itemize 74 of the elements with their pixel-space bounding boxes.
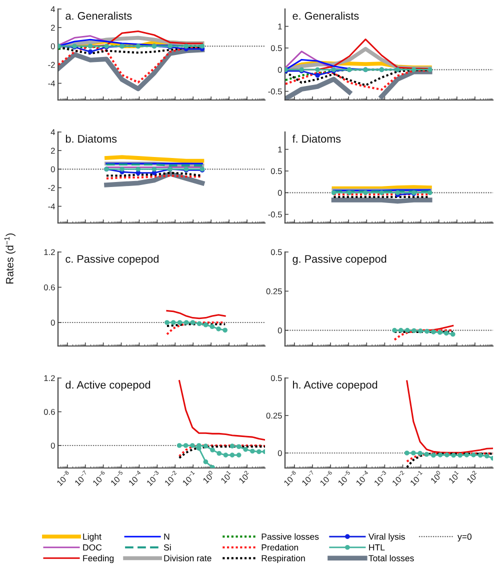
y-axis-title: Rates (d$^{−1}$) (4, 233, 16, 284)
x-tick-label: 10$^{−3}$ (372, 470, 389, 486)
chart-title: a. Generalists (66, 12, 132, 20)
y-tick-label: 0.5 (270, 375, 282, 382)
legend-label: Passive losses (262, 533, 319, 540)
x-tick-label: 10$^{0}$ (429, 470, 443, 484)
x-tick-label: 10$^{−5}$ (109, 470, 126, 486)
x-tick-label: 10$^{−8}$ (282, 470, 298, 486)
y-tick-label: -0.5 (268, 212, 282, 218)
legend-label: y=0 (458, 534, 472, 542)
x-tick-label: 10$^{1}$ (220, 470, 233, 484)
y-tick-label: 1.2 (44, 249, 55, 256)
y-tick-label: -2 (48, 184, 55, 191)
y-tick-label: 0 (50, 320, 55, 326)
y-tick-label: 2 (51, 148, 55, 154)
legend-label: N (164, 534, 170, 540)
chart-title: h. Active copepod (293, 380, 378, 391)
x-tick-label: 10$^{2}$ (238, 470, 251, 484)
x-tick-label: 10$^{−7}$ (300, 470, 316, 486)
legend-label: Light (83, 533, 102, 542)
legend-label: Viral lysis (368, 533, 405, 542)
y-tick-label: -2 (48, 62, 55, 68)
chart-title: b. Diatoms (66, 134, 117, 143)
x-tick-label: 10$^{−7}$ (74, 470, 90, 486)
x-tick-label: 10$^{−1}$ (408, 470, 425, 486)
y-tick-label: 0.5 (270, 249, 282, 256)
chart-title: e. Generalists (292, 12, 359, 20)
x-tick-label: 10$^{−1}$ (181, 470, 198, 486)
x-tick-label: 10$^{2}$ (466, 470, 479, 484)
x-tick-label: 10$^{−4}$ (354, 470, 371, 486)
y-tick-label: 1.2 (44, 375, 55, 382)
y-tick-label: 0 (50, 442, 55, 449)
y-tick-label: 4 (50, 129, 55, 136)
y-tick-label: 0.5 (270, 45, 282, 52)
legend-label: Total losses (368, 554, 414, 562)
y-tick-label: 0 (278, 190, 282, 196)
legend-label: Predation (262, 544, 298, 551)
legend-label: Feeding (83, 554, 114, 564)
legend-label: DOC (83, 544, 102, 551)
y-tick-label: 0.5 (270, 168, 282, 174)
y-tick-label: 0 (50, 43, 55, 50)
y-tick-label: 0 (278, 328, 282, 334)
chart-title: f. Diatoms (292, 134, 341, 143)
y-tick-label: -4 (48, 204, 55, 210)
y-tick-label: 2 (51, 24, 55, 31)
y-tick-label: 0 (278, 66, 282, 73)
x-tick-label: 10$^{−8}$ (56, 470, 72, 486)
y-tick-label: 0.6 (44, 408, 55, 415)
y-tick-label: 0.6 (44, 284, 55, 290)
y-tick-label: 4 (50, 6, 55, 12)
x-tick-label: 10$^{−2}$ (163, 470, 180, 486)
chart-title: c. Passive copepod (66, 254, 158, 265)
y-tick-label: 0.25 (266, 288, 282, 294)
legend-label: Division rate (164, 554, 212, 562)
y-tick-label: -0.5 (268, 88, 282, 94)
x-tick-label: 10$^{0}$ (202, 470, 216, 484)
x-tick-label: 10$^{−2}$ (390, 470, 407, 486)
chart-title: d. Active copepod (66, 380, 150, 391)
x-tick-label: 10$^{−5}$ (336, 470, 353, 486)
x-tick-label: 10$^{−6}$ (91, 470, 108, 486)
y-tick-label: -4 (48, 80, 55, 86)
y-tick-label: 0.25 (266, 412, 282, 419)
legend-label: HTL (369, 544, 385, 550)
y-tick-label: 1 (278, 24, 282, 30)
x-tick-label: 10$^{−3}$ (145, 470, 162, 486)
x-tick-label: 10$^{−6}$ (318, 470, 334, 486)
legend-label: Respiration (262, 554, 305, 564)
x-tick-label: 10$^{−4}$ (127, 470, 144, 486)
y-tick-label: 0 (278, 450, 282, 456)
y-tick-label: 1 (278, 146, 282, 152)
chart-title: g. Passive copepod (292, 254, 386, 265)
y-tick-label: 0 (50, 166, 55, 172)
legend-label: Si (164, 544, 171, 551)
x-tick-label: 10$^{1}$ (447, 470, 461, 484)
